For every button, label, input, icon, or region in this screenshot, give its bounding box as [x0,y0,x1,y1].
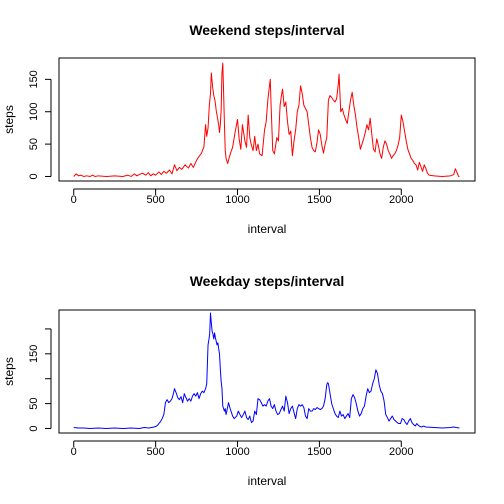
plot-frame [58,309,476,434]
y-axis-label: steps [2,105,16,134]
y-tick-label: 0 [28,425,40,431]
y-tick-label: 0 [28,173,40,179]
weekend-chart: Weekend steps/interval 0 500 1000 1500 2000 0 5… [2,22,476,236]
x-tick-label: 0 [71,446,77,458]
x-tick-label: 2000 [389,446,413,458]
x-tick-label: 0 [71,194,77,206]
series-line [73,312,460,430]
y-tick-label: 100 [28,103,40,121]
x-tick-label: 2000 [389,194,413,206]
x-axis-label: interval [248,222,287,236]
x-axis-label: interval [248,474,287,488]
series-line [73,62,460,177]
x-tick-label: 500 [146,194,164,206]
y-tick-label: 150 [28,70,40,88]
chart-title: Weekend steps/interval [189,22,344,38]
x-tick-label: 1500 [307,194,331,206]
y-tick-label: 50 [28,138,40,150]
y-tick-label: 150 [28,345,40,363]
chart-title: Weekday steps/interval [190,273,345,289]
x-tick-label: 1500 [307,446,331,458]
x-tick-label: 500 [146,446,164,458]
x-tick-label: 1000 [225,446,249,458]
y-tick-label: 50 [28,397,40,409]
x-tick-label: 1000 [225,194,249,206]
weekday-chart: Weekday steps/interval 0 500 1000 1500 2000 0 5… [2,273,476,488]
y-axis-label: steps [2,357,16,386]
plot-frame [58,57,476,182]
